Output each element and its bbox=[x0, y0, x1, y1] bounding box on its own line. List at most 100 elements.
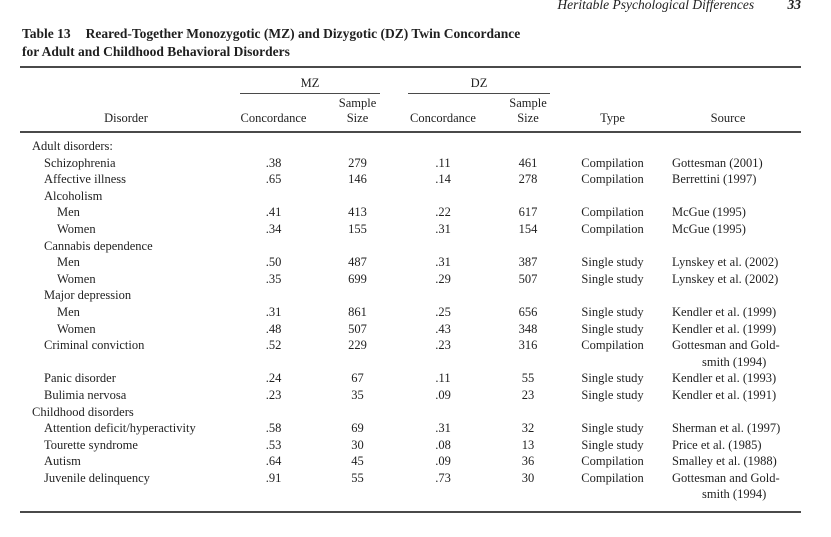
disorder-cell: Juvenile delinquency bbox=[44, 470, 150, 485]
source-cell bbox=[655, 287, 801, 304]
spanner-empty-cell bbox=[570, 67, 655, 94]
disorder-cell: Tourette syndrome bbox=[44, 437, 138, 452]
table-row: Men .31 861 .25 656 Single study Kendler… bbox=[20, 304, 801, 321]
disorder-cell: Men bbox=[57, 255, 80, 270]
dz-sample-size-cell: 13 bbox=[521, 437, 535, 452]
mz-sample-size-cell bbox=[315, 188, 400, 205]
type-cell: Compilation bbox=[581, 470, 644, 485]
disorder-cell: Childhood disorders bbox=[32, 404, 134, 419]
mz-concordance-cell: .38 bbox=[265, 155, 282, 170]
table-row: Men .50 487 .31 387 Single study Lynskey… bbox=[20, 254, 801, 271]
running-head: Heritable Psychological Differences 33 bbox=[557, 0, 801, 13]
mz-sample-size-cell: 30 bbox=[351, 437, 364, 452]
source-cell: Gottesman (2001) bbox=[672, 155, 763, 170]
dz-concordance-cell bbox=[400, 404, 486, 421]
table-row: Bulimia nervosa .23 35 .09 23 Single stu… bbox=[20, 387, 801, 404]
mz-group-cell: MZ bbox=[232, 67, 400, 94]
table-row: Autism .64 45 .09 36 Compilation Smalley… bbox=[20, 453, 801, 470]
table-title-text: Reared-Together Monozygotic (MZ) and Diz… bbox=[85, 26, 521, 41]
type-cell: Compilation bbox=[581, 155, 644, 170]
dz-concordance-cell: .25 bbox=[435, 304, 451, 319]
table-title-line2: for Adult and Childhood Behavioral Disor… bbox=[22, 43, 290, 59]
mz-sample-size-cell: 413 bbox=[348, 205, 367, 220]
table-row: Women .35 699 .29 507 Single study Lynsk… bbox=[20, 271, 801, 288]
dz-concordance-cell: .31 bbox=[435, 221, 451, 236]
dz-concordance-cell: .31 bbox=[435, 255, 451, 270]
disorder-cell: Autism bbox=[44, 454, 81, 469]
source-cell: Lynskey et al. (2002) bbox=[672, 271, 779, 286]
source-cell: Gottesman and Gold- smith (1994) bbox=[672, 338, 780, 369]
type-cell: Single study bbox=[581, 421, 644, 436]
table-row: Alcoholism bbox=[20, 188, 801, 205]
type-header: Type bbox=[570, 94, 656, 133]
disorder-cell: Men bbox=[57, 304, 80, 319]
source-cell: Lynskey et al. (2002) bbox=[672, 255, 779, 270]
twin-concordance-table: MZ DZ Disorder Concordance Sample Size C… bbox=[20, 66, 802, 514]
mz-sample-size-cell: 861 bbox=[348, 304, 367, 319]
source-cell bbox=[655, 132, 801, 155]
table-row: Major depression bbox=[20, 287, 801, 304]
dz-sample-size-cell: 348 bbox=[518, 321, 538, 336]
source-cell: Kendler et al. (1999) bbox=[672, 304, 777, 319]
mz-sample-size-cell: 69 bbox=[351, 421, 364, 436]
table-row: Affective illness .65 146 .14 278 Compil… bbox=[20, 171, 801, 188]
mz-concordance-cell bbox=[232, 404, 315, 421]
dz-concordance-cell: .23 bbox=[435, 338, 451, 353]
mz-sample-size-cell: 55 bbox=[351, 470, 364, 485]
disorder-cell: Women bbox=[57, 321, 96, 336]
dz-concordance-cell: .73 bbox=[435, 470, 451, 485]
type-cell: Compilation bbox=[581, 205, 644, 220]
mz-concordance-cell: .23 bbox=[265, 387, 282, 402]
type-cell: Single study bbox=[581, 271, 644, 286]
dz-sample-size-cell: 316 bbox=[518, 338, 538, 353]
type-cell: Single study bbox=[581, 321, 644, 336]
type-cell: Single study bbox=[581, 387, 644, 402]
disorder-cell: Panic disorder bbox=[44, 371, 116, 386]
column-header-row: Disorder Concordance Sample Size Concord… bbox=[20, 94, 802, 133]
type-cell: Compilation bbox=[581, 221, 644, 236]
type-cell: Single study bbox=[581, 371, 644, 386]
dz-concordance-cell bbox=[400, 287, 486, 304]
mz-sample-size-cell: 487 bbox=[348, 255, 367, 270]
spanner-empty-cell bbox=[655, 67, 801, 94]
type-cell bbox=[570, 404, 655, 421]
disorder-cell: Schizophrenia bbox=[44, 155, 116, 170]
mz-sample-size-cell: 229 bbox=[348, 338, 367, 353]
table-row: Attention deficit/hyperactivity .58 69 .… bbox=[20, 420, 801, 437]
type-cell bbox=[570, 238, 655, 255]
type-cell: Compilation bbox=[581, 338, 644, 353]
disorder-cell: Criminal conviction bbox=[44, 338, 145, 353]
dz-concordance-cell: .11 bbox=[435, 371, 451, 386]
table-number-label: Table 13 bbox=[22, 26, 71, 41]
mz-sample-size-cell bbox=[315, 287, 400, 304]
mz-concordance-cell: .35 bbox=[265, 271, 282, 286]
running-head-title: Heritable Psychological Differences bbox=[557, 0, 755, 12]
disorder-cell: Men bbox=[57, 205, 80, 220]
spanner-empty-cell bbox=[20, 67, 232, 94]
dz-sample-size-cell: 23 bbox=[521, 387, 535, 402]
source-cell: Price et al. (1985) bbox=[672, 437, 762, 452]
disorder-cell: Adult disorders: bbox=[32, 139, 113, 153]
dz-group-cell: DZ bbox=[400, 67, 570, 94]
table-row: Childhood disorders bbox=[20, 404, 801, 421]
dz-concordance-cell bbox=[400, 132, 486, 155]
dz-sample-size-cell: 461 bbox=[518, 155, 538, 170]
mz-concordance-header: Concordance bbox=[232, 94, 315, 133]
dz-sample-size-cell bbox=[486, 404, 570, 421]
table-title-line1: Table 13 Reared-Together Monozygotic (MZ)… bbox=[22, 25, 520, 43]
dz-sample-size-cell: 36 bbox=[521, 454, 535, 469]
dz-sample-size-cell: 154 bbox=[518, 221, 538, 236]
source-cell: Smalley et al. (1988) bbox=[672, 454, 777, 469]
dz-sample-size-cell: 30 bbox=[521, 470, 535, 485]
source-cell: Berrettini (1997) bbox=[672, 172, 757, 187]
mz-sample-size-cell bbox=[315, 404, 400, 421]
page-number: 33 bbox=[787, 0, 802, 12]
dz-sample-size-cell bbox=[486, 132, 570, 155]
source-cell: Gottesman and Gold- smith (1994) bbox=[672, 470, 780, 502]
disorder-cell: Women bbox=[57, 271, 96, 286]
type-cell bbox=[570, 287, 655, 304]
mz-concordance-cell: .52 bbox=[265, 338, 282, 353]
dz-sample-size-cell: 656 bbox=[518, 304, 538, 319]
dz-concordance-cell: .09 bbox=[435, 387, 451, 402]
